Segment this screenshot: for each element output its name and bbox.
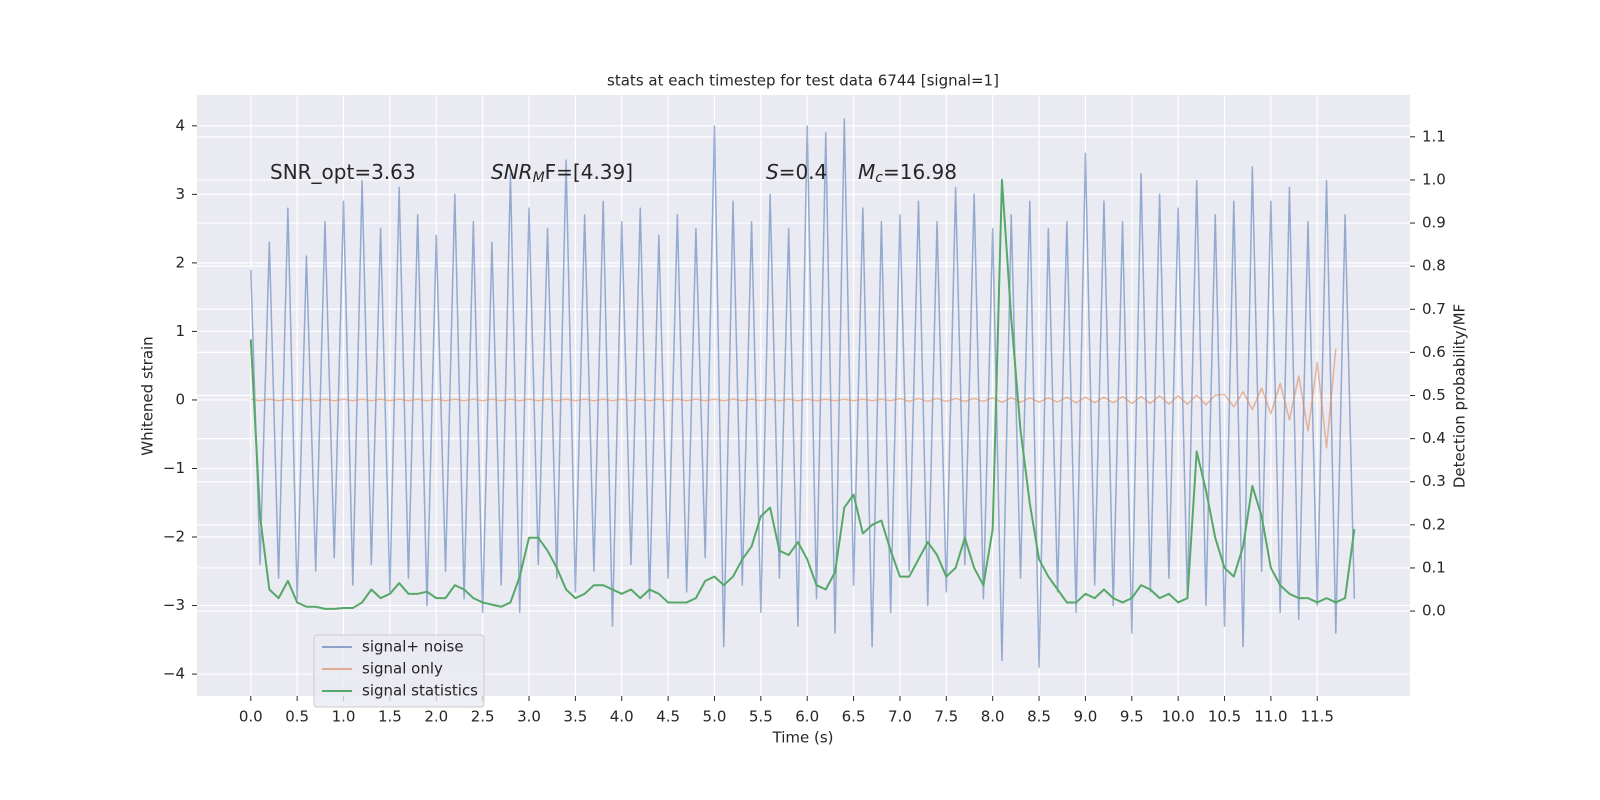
- y-tick-label: 3: [175, 185, 185, 203]
- annotations: SNR_opt=3.63 SNRMF=[4.39] S=0.4 Mc=16.98: [270, 160, 957, 187]
- y-tick-label: −2: [163, 528, 185, 546]
- legend: signal+ noise signal only signal statistic…: [313, 634, 485, 708]
- y2-tick-label: 0.1: [1422, 558, 1446, 576]
- annotation-italic: S: [766, 160, 779, 184]
- x-tick-label: 0.0: [239, 708, 263, 726]
- x-tick-label: 1.5: [378, 708, 402, 726]
- y2-tick-label: 1.1: [1422, 127, 1446, 145]
- y2-tick-label: 0.6: [1422, 343, 1446, 361]
- x-tick-label: 8.5: [1027, 708, 1051, 726]
- y-tick-label: 2: [175, 253, 185, 271]
- y2-tick-label: 0.9: [1422, 214, 1446, 232]
- x-tick-label: 9.5: [1120, 708, 1144, 726]
- annotation: SNRMF=[4.39]: [491, 160, 633, 187]
- annotation-text: F=[4.39]: [545, 160, 633, 184]
- y2-tick-label: 0.3: [1422, 472, 1446, 490]
- y-tick-label: 0: [175, 390, 185, 408]
- x-tick-label: 7.5: [934, 708, 958, 726]
- annotation-italic: M: [858, 160, 875, 184]
- annotation: SNR_opt=3.63: [270, 160, 416, 184]
- x-tick-label: 11.5: [1301, 708, 1334, 726]
- annotation: S=0.4: [766, 160, 827, 184]
- y2-tick-label: 0.7: [1422, 300, 1446, 318]
- x-tick-label: 9.0: [1073, 708, 1097, 726]
- x-tick-label: 0.5: [285, 708, 309, 726]
- x-tick-label: 11.0: [1254, 708, 1287, 726]
- annotation-text: =16.98: [883, 160, 957, 184]
- x-tick-label: 10.5: [1208, 708, 1241, 726]
- x-tick-label: 5.0: [703, 708, 727, 726]
- series-line: [249, 178, 1356, 610]
- y2-tick-label: 1.0: [1422, 170, 1446, 188]
- x-tick-label: 4.0: [610, 708, 634, 726]
- annotation-sub: M: [533, 170, 545, 186]
- x-tick-label: 2.5: [471, 708, 495, 726]
- annotation: Mc=16.98: [858, 160, 957, 187]
- y2-axis-label: Detection probability/MF: [1451, 304, 1469, 488]
- x-tick-label: 4.5: [656, 708, 680, 726]
- y-axis-label: Whitened strain: [139, 336, 157, 455]
- x-tick-label: 1.0: [332, 708, 356, 726]
- axes: 0.0 0.5 1.0 1.5 2.0 2.5 3.0 3.5 4.0 4.5 5.0 5.5 6.0 6…: [163, 116, 1446, 725]
- x-axis-label: Time (s): [772, 729, 834, 747]
- x-tick-label: 3.5: [563, 708, 587, 726]
- y-tick-label: −1: [163, 459, 185, 477]
- y2-tick-label: 0.0: [1422, 602, 1446, 620]
- series-layer: [249, 118, 1356, 668]
- y2-tick-label: 0.4: [1422, 429, 1446, 447]
- x-tick-label: 3.0: [517, 708, 541, 726]
- y-tick-label: −4: [163, 665, 185, 683]
- series-line: [250, 348, 1337, 449]
- y2-tick-label: 0.5: [1422, 386, 1446, 404]
- y-tick-label: 1: [175, 322, 185, 340]
- annotation-sub: c: [875, 170, 883, 186]
- chart-title: stats at each timestep for test data 674…: [607, 72, 999, 90]
- x-tick-label: 6.0: [795, 708, 819, 726]
- y2-tick-label: 0.2: [1422, 515, 1446, 533]
- annotation-text: SNR_opt=3.63: [270, 160, 416, 184]
- annotation-text: =0.4: [779, 160, 828, 184]
- legend-label: signal statistics: [362, 682, 478, 700]
- annotation-italic: SNR: [491, 160, 533, 184]
- series-line: [250, 118, 1356, 668]
- y2-tick-label: 0.8: [1422, 257, 1446, 275]
- x-tick-label: 8.0: [981, 708, 1005, 726]
- y-tick-label: −3: [163, 596, 185, 614]
- legend-box: [313, 634, 485, 708]
- x-tick-label: 7.0: [888, 708, 912, 726]
- x-tick-label: 6.5: [842, 708, 866, 726]
- legend-label: signal+ noise: [362, 638, 464, 656]
- x-tick-label: 10.0: [1161, 708, 1194, 726]
- x-tick-label: 2.0: [424, 708, 448, 726]
- x-tick-label: 5.5: [749, 708, 773, 726]
- legend-label: signal only: [362, 660, 443, 678]
- y-tick-label: 4: [175, 116, 185, 134]
